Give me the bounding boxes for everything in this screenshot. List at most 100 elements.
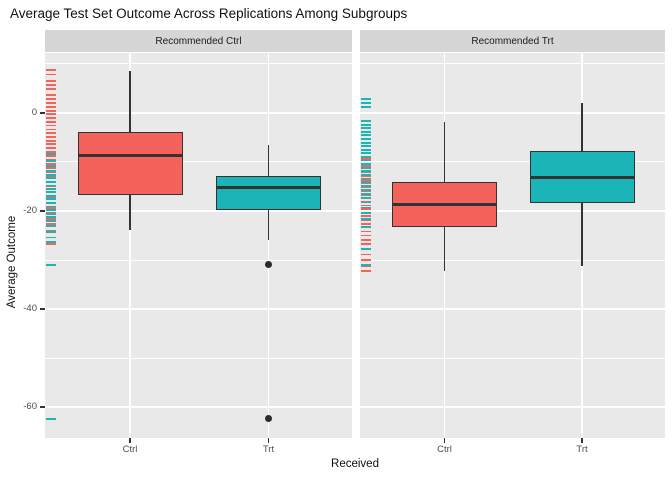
facet-strip-label: Recommended Ctrl — [155, 35, 242, 47]
boxplot-box-trt — [215, 175, 321, 211]
rug-mark-trt — [361, 197, 371, 200]
rug-mark-ctrl — [46, 151, 56, 153]
boxplot-outlier — [264, 261, 272, 269]
rug-mark-trt — [46, 184, 56, 187]
major-gridline — [45, 406, 352, 408]
rug-mark-trt — [361, 145, 371, 148]
rug-mark-ctrl — [361, 238, 371, 241]
rug-mark-trt — [46, 194, 56, 197]
rug-mark-trt — [361, 181, 371, 183]
rug-mark-trt — [46, 173, 56, 176]
rug-mark-ctrl — [361, 230, 371, 233]
x-axis-title: Received — [331, 458, 379, 470]
rug-mark-ctrl — [46, 217, 56, 220]
rug-mark-trt — [361, 131, 371, 133]
rug-mark-trt — [46, 220, 56, 223]
rug-mark-trt — [361, 156, 371, 158]
boxplot-median — [77, 154, 183, 157]
rug-mark-trt — [361, 137, 371, 140]
rug-mark-ctrl — [361, 270, 371, 273]
rug-mark-ctrl — [46, 171, 56, 174]
rug-mark-trt — [361, 226, 371, 228]
rug-mark-trt — [361, 185, 371, 187]
rug-mark-ctrl — [361, 164, 371, 167]
rug-mark-trt — [361, 201, 371, 204]
major-gridline — [45, 210, 352, 212]
rug-mark-trt — [46, 165, 56, 168]
rug-mark-trt — [361, 206, 371, 209]
rug-mark-trt — [361, 106, 371, 108]
rug-mark-ctrl — [46, 124, 56, 127]
rug-mark-trt — [46, 209, 56, 211]
rug-mark-ctrl — [46, 147, 56, 150]
rug-mark-ctrl — [46, 229, 56, 232]
y-axis-tick-mark — [40, 210, 45, 212]
rug-mark-ctrl — [361, 204, 371, 207]
rug-mark-trt — [361, 166, 371, 169]
rug-mark-ctrl — [46, 175, 56, 178]
rug-mark-ctrl — [361, 208, 371, 210]
facet-strip: Recommended Trt — [360, 30, 665, 52]
rug-mark-trt — [361, 211, 371, 214]
x-axis-tick-mark — [129, 438, 131, 443]
rug-mark-ctrl — [46, 143, 56, 146]
rug-mark-trt — [361, 102, 371, 104]
x-axis-tick-label: Trt — [262, 444, 275, 455]
rug-mark-trt — [46, 236, 56, 239]
rug-mark-trt — [46, 417, 56, 420]
rug-mark-trt — [361, 127, 371, 129]
major-gridline — [360, 406, 665, 408]
rug-mark-ctrl — [46, 128, 56, 131]
minor-gridline — [45, 259, 352, 261]
rug-mark-ctrl — [361, 175, 371, 177]
minor-gridline — [360, 259, 665, 261]
rug-mark-ctrl — [46, 84, 56, 87]
rug-mark-trt — [361, 218, 371, 221]
rug-mark-trt — [361, 120, 371, 123]
category-gridline — [267, 53, 270, 438]
rug-mark-ctrl — [46, 243, 56, 246]
rug-mark-trt — [46, 240, 56, 243]
y-axis-tick-mark — [40, 308, 45, 310]
major-gridline — [360, 112, 665, 114]
y-axis-tick-mark — [40, 406, 45, 408]
major-gridline — [360, 308, 665, 310]
major-gridline — [45, 308, 352, 310]
rug-mark-trt — [361, 123, 371, 126]
rug-mark-ctrl — [46, 162, 56, 165]
rug-mark-ctrl — [46, 88, 56, 91]
rug-mark-ctrl — [46, 109, 56, 112]
major-gridline — [360, 210, 665, 212]
rug-mark-trt — [46, 160, 56, 163]
rug-mark-trt — [361, 173, 371, 176]
x-axis-tick-label: Trt — [576, 444, 588, 455]
rug-mark-trt — [46, 181, 56, 183]
x-axis-tick-mark — [581, 438, 583, 443]
x-axis-tick-label: Ctrl — [437, 444, 452, 455]
rug-mark-ctrl — [361, 182, 371, 185]
plot-title: Average Test Set Outcome Across Replicat… — [10, 6, 408, 21]
rug-mark-trt — [361, 162, 371, 165]
rug-mark-trt — [46, 212, 56, 215]
rug-mark-ctrl — [361, 253, 371, 256]
rug-mark-trt — [361, 159, 371, 162]
rug-mark-trt — [46, 177, 56, 179]
rug-mark-trt — [361, 177, 371, 180]
rug-mark-ctrl — [46, 155, 56, 157]
minor-gridline — [360, 161, 665, 163]
rug-mark-ctrl — [361, 193, 371, 196]
rug-mark-ctrl — [46, 102, 56, 104]
minor-gridline — [45, 63, 352, 65]
rug-mark-trt — [46, 202, 56, 204]
rug-mark-ctrl — [46, 159, 56, 161]
rug-mark-trt — [361, 188, 371, 191]
x-axis-tick-mark — [443, 438, 446, 443]
rug-mark-trt — [361, 170, 371, 173]
category-gridline — [129, 53, 131, 438]
rug-mark-ctrl — [46, 106, 56, 108]
rug-mark-ctrl — [46, 139, 56, 142]
y-axis-tick-mark — [40, 112, 45, 114]
rug-mark-ctrl — [361, 189, 371, 192]
rug-mark-trt — [46, 198, 56, 201]
rug-mark-ctrl — [46, 185, 56, 188]
